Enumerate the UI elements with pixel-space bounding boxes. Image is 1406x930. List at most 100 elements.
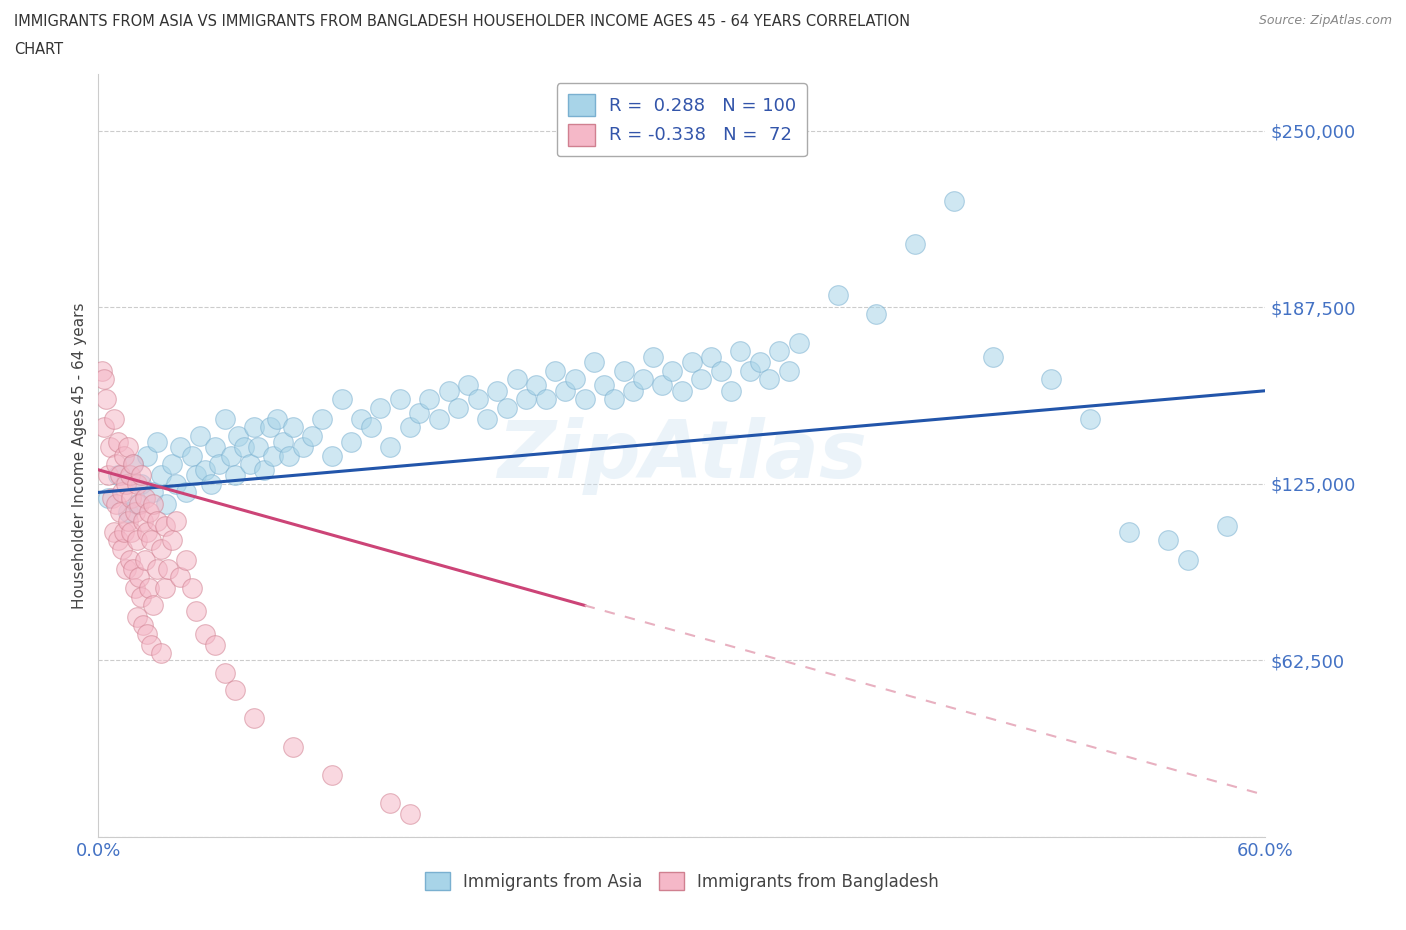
Point <box>128 497 150 512</box>
Point <box>380 440 402 455</box>
Point <box>107 533 129 548</box>
Point <box>128 570 150 585</box>
Point <box>97 491 120 506</box>
Point <box>748 355 770 370</box>
Point <box>1157 533 1180 548</box>
Point <box>129 590 152 604</box>
Point <box>97 468 120 483</box>
Point <box>239 457 262 472</box>
Point <box>224 683 246 698</box>
Text: IMMIGRANTS FROM ASIA VS IMMIGRANTS FROM BANGLADESH HOUSEHOLDER INCOME AGES 45 - : IMMIGRANTS FROM ASIA VS IMMIGRANTS FROM … <box>14 14 910 29</box>
Point <box>524 378 547 392</box>
Point <box>593 378 616 392</box>
Point <box>603 392 626 406</box>
Text: CHART: CHART <box>14 42 63 57</box>
Point <box>233 440 256 455</box>
Point <box>787 336 810 351</box>
Point <box>107 468 129 483</box>
Point <box>122 561 145 576</box>
Point <box>1080 412 1102 427</box>
Point <box>208 457 231 472</box>
Point <box>122 457 145 472</box>
Point <box>224 468 246 483</box>
Point <box>111 541 134 556</box>
Point <box>103 412 125 427</box>
Point <box>149 541 172 556</box>
Point <box>136 626 159 641</box>
Point <box>138 581 160 596</box>
Point <box>165 513 187 528</box>
Point <box>108 468 131 483</box>
Point <box>142 497 165 512</box>
Point <box>214 666 236 681</box>
Point <box>121 525 143 539</box>
Point <box>117 440 139 455</box>
Point <box>149 646 172 661</box>
Point <box>118 468 141 483</box>
Point <box>631 372 654 387</box>
Point <box>127 533 149 548</box>
Point <box>690 372 713 387</box>
Point <box>583 355 606 370</box>
Point <box>134 491 156 506</box>
Point <box>157 561 180 576</box>
Point <box>904 236 927 251</box>
Point <box>738 364 761 379</box>
Point <box>114 561 136 576</box>
Point <box>103 525 125 539</box>
Y-axis label: Householder Income Ages 45 - 64 years: Householder Income Ages 45 - 64 years <box>72 302 87 609</box>
Point <box>278 448 301 463</box>
Point <box>91 364 114 379</box>
Point <box>124 581 146 596</box>
Point <box>214 412 236 427</box>
Legend: Immigrants from Asia, Immigrants from Bangladesh: Immigrants from Asia, Immigrants from Ba… <box>418 866 946 897</box>
Point <box>768 344 790 359</box>
Point <box>132 513 155 528</box>
Point <box>132 618 155 632</box>
Point <box>124 505 146 520</box>
Point <box>778 364 800 379</box>
Point <box>330 392 353 406</box>
Point <box>661 364 683 379</box>
Point <box>1040 372 1063 387</box>
Point <box>117 513 139 528</box>
Point <box>380 796 402 811</box>
Point <box>127 497 149 512</box>
Point <box>149 468 172 483</box>
Point <box>981 350 1004 365</box>
Point <box>266 412 288 427</box>
Point <box>574 392 596 406</box>
Point <box>136 525 159 539</box>
Point <box>107 434 129 449</box>
Point <box>253 462 276 477</box>
Point <box>219 448 242 463</box>
Point <box>122 457 145 472</box>
Point <box>301 429 323 444</box>
Point <box>613 364 636 379</box>
Point <box>112 525 135 539</box>
Point <box>111 485 134 499</box>
Point <box>134 552 156 567</box>
Point <box>188 429 211 444</box>
Point <box>720 383 742 398</box>
Point <box>146 561 169 576</box>
Point <box>408 405 430 420</box>
Point <box>943 194 966 209</box>
Point <box>291 440 314 455</box>
Point <box>129 476 152 491</box>
Point <box>681 355 703 370</box>
Point <box>1215 519 1237 534</box>
Point <box>700 350 723 365</box>
Point <box>180 448 202 463</box>
Point <box>104 497 127 512</box>
Point <box>162 533 184 548</box>
Point <box>758 372 780 387</box>
Text: Source: ZipAtlas.com: Source: ZipAtlas.com <box>1258 14 1392 27</box>
Point <box>515 392 537 406</box>
Point <box>621 383 644 398</box>
Point <box>174 485 197 499</box>
Point <box>169 440 191 455</box>
Point <box>162 457 184 472</box>
Point <box>651 378 673 392</box>
Point <box>93 372 115 387</box>
